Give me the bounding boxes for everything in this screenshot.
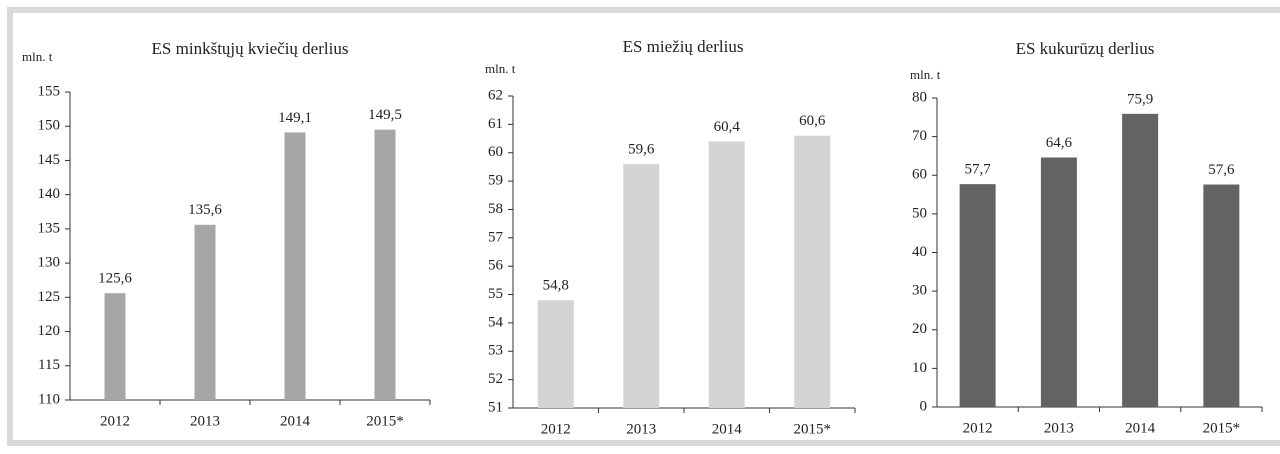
bar	[708, 141, 745, 408]
bar	[104, 293, 126, 400]
x-tick-label: 2013	[190, 413, 220, 429]
y-tick-label: 125	[38, 289, 61, 305]
y-tick-label: 0	[920, 398, 928, 414]
y-tick-label: 60	[488, 144, 503, 160]
chart-title: ES minkštųjų kviečių derlius	[152, 39, 349, 58]
x-tick-label: 2012	[963, 420, 993, 436]
chart-title: ES kukurūzų derlius	[1016, 39, 1155, 58]
y-tick-label: 120	[38, 323, 61, 339]
data-label: 125,6	[98, 271, 132, 287]
y-tick-label: 30	[912, 283, 927, 299]
y-tick-label: 55	[488, 286, 503, 302]
bar	[374, 129, 396, 400]
bar	[794, 135, 831, 408]
x-tick-label: 2012	[541, 421, 571, 437]
y-tick-label: 40	[912, 244, 927, 260]
y-tick-label: 130	[38, 255, 61, 271]
y-tick-label: 58	[488, 201, 503, 217]
data-label: 57,7	[965, 162, 992, 178]
x-tick-label: 2014	[1125, 420, 1156, 436]
bar	[1203, 184, 1240, 407]
data-label: 64,6	[1046, 135, 1073, 151]
y-tick-label: 80	[912, 89, 927, 105]
y-tick-label: 61	[488, 116, 503, 132]
y-tick-label: 70	[912, 128, 927, 144]
y-tick-label: 135	[38, 220, 61, 236]
y-tick-label: 10	[912, 360, 927, 376]
x-tick-label: 2015*	[794, 421, 832, 437]
y-tick-label: 155	[38, 83, 61, 99]
y-axis-label: mln. t	[485, 61, 516, 76]
data-label: 135,6	[188, 202, 222, 218]
data-label: 149,1	[278, 110, 312, 126]
y-tick-label: 51	[488, 399, 503, 415]
y-tick-label: 53	[488, 343, 503, 359]
y-tick-label: 54	[488, 314, 504, 330]
bar	[284, 132, 306, 401]
x-tick-label: 2012	[100, 413, 130, 429]
y-tick-label: 110	[38, 391, 60, 407]
data-label: 149,5	[368, 107, 402, 123]
data-label: 57,6	[1208, 162, 1235, 178]
bar	[623, 164, 660, 408]
x-tick-label: 2013	[626, 421, 656, 437]
frame	[7, 7, 1280, 446]
chart-title: ES miežių derlius	[623, 37, 744, 56]
bar	[959, 184, 996, 407]
y-tick-label: 115	[38, 357, 60, 373]
data-label: 75,9	[1127, 91, 1153, 107]
bar	[1122, 113, 1159, 408]
y-tick-label: 150	[38, 118, 61, 134]
data-label: 60,4	[714, 119, 741, 135]
bar	[194, 224, 216, 400]
bar	[537, 300, 574, 408]
x-tick-label: 2015*	[366, 413, 404, 429]
y-tick-label: 52	[488, 371, 503, 387]
y-tick-label: 62	[488, 87, 503, 103]
y-tick-label: 50	[912, 205, 927, 221]
y-tick-label: 60	[912, 167, 927, 183]
y-axis-label: mln. t	[910, 67, 941, 82]
bar	[1040, 157, 1077, 407]
y-tick-label: 140	[38, 186, 61, 202]
y-tick-label: 56	[488, 258, 504, 274]
x-tick-label: 2013	[1044, 420, 1074, 436]
y-tick-label: 145	[38, 152, 61, 168]
y-tick-label: 20	[912, 321, 927, 337]
x-tick-label: 2014	[280, 413, 311, 429]
data-label: 59,6	[628, 142, 655, 158]
data-label: 60,6	[799, 113, 826, 129]
y-tick-label: 57	[488, 229, 504, 245]
data-label: 54,8	[543, 278, 569, 294]
y-tick-label: 59	[488, 173, 503, 189]
y-axis-label: mln. t	[22, 49, 53, 64]
x-tick-label: 2015*	[1203, 420, 1241, 436]
x-tick-label: 2014	[712, 421, 743, 437]
